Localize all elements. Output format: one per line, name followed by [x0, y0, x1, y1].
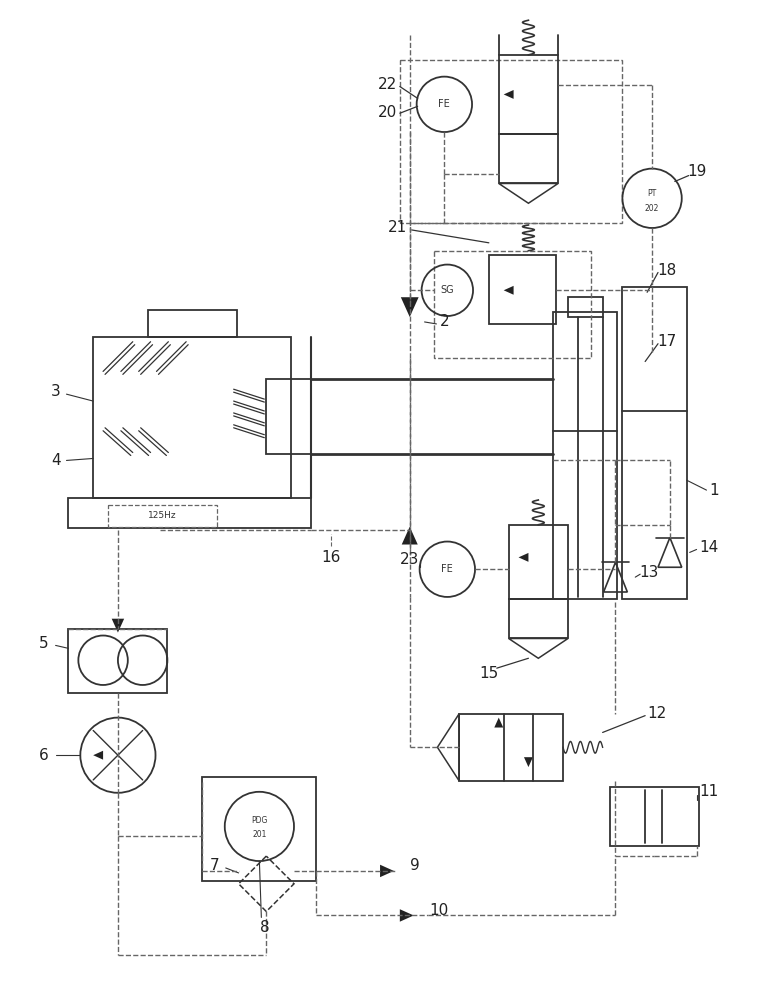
Bar — [93, 337, 291, 498]
Bar — [553, 312, 618, 599]
Polygon shape — [93, 751, 103, 760]
Bar — [622, 287, 687, 599]
Text: 125Hz: 125Hz — [148, 511, 177, 520]
Text: SG: SG — [440, 285, 454, 295]
Text: PDG: PDG — [251, 816, 267, 825]
Bar — [610, 787, 698, 846]
Polygon shape — [401, 297, 419, 317]
Text: 201: 201 — [253, 830, 266, 839]
Bar — [202, 777, 316, 881]
Bar — [69, 629, 167, 693]
Polygon shape — [518, 553, 528, 562]
Text: 23: 23 — [400, 552, 420, 567]
Text: PT: PT — [648, 189, 657, 198]
Text: FE: FE — [441, 564, 454, 574]
Bar — [108, 505, 217, 527]
Bar — [489, 255, 556, 324]
Polygon shape — [494, 718, 504, 728]
Polygon shape — [504, 90, 514, 99]
Polygon shape — [504, 286, 514, 295]
Text: 2: 2 — [440, 314, 449, 329]
Bar — [509, 599, 568, 638]
Polygon shape — [402, 527, 418, 545]
Bar — [69, 498, 311, 528]
Text: 11: 11 — [699, 784, 718, 799]
Text: 13: 13 — [639, 565, 659, 580]
Text: 17: 17 — [658, 334, 677, 349]
Bar — [499, 134, 558, 183]
Text: 18: 18 — [658, 263, 677, 278]
Text: 1: 1 — [710, 483, 719, 498]
Text: 4: 4 — [51, 453, 60, 468]
Text: FE: FE — [438, 99, 450, 109]
Bar — [509, 525, 568, 599]
Text: 202: 202 — [645, 204, 659, 213]
Text: 7: 7 — [210, 858, 219, 873]
Polygon shape — [112, 619, 124, 633]
Bar — [434, 251, 591, 358]
Polygon shape — [400, 909, 413, 922]
Bar — [400, 60, 622, 223]
Text: 10: 10 — [430, 903, 449, 918]
Text: 9: 9 — [410, 858, 420, 873]
Polygon shape — [524, 757, 533, 767]
Text: 12: 12 — [648, 706, 667, 721]
Text: 20: 20 — [378, 105, 397, 120]
Bar — [499, 55, 558, 134]
Bar — [459, 714, 563, 781]
Text: 8: 8 — [260, 920, 270, 935]
Text: 21: 21 — [388, 220, 407, 235]
Polygon shape — [380, 865, 394, 877]
Text: 14: 14 — [699, 540, 718, 555]
Bar — [266, 379, 311, 454]
Text: 22: 22 — [378, 77, 397, 92]
Bar — [568, 297, 603, 317]
Text: 6: 6 — [38, 748, 49, 763]
Text: 15: 15 — [479, 666, 498, 681]
Text: 19: 19 — [687, 164, 706, 179]
Text: 5: 5 — [39, 636, 49, 651]
Bar — [148, 310, 236, 337]
Text: 3: 3 — [51, 384, 61, 399]
Text: 16: 16 — [321, 550, 340, 565]
